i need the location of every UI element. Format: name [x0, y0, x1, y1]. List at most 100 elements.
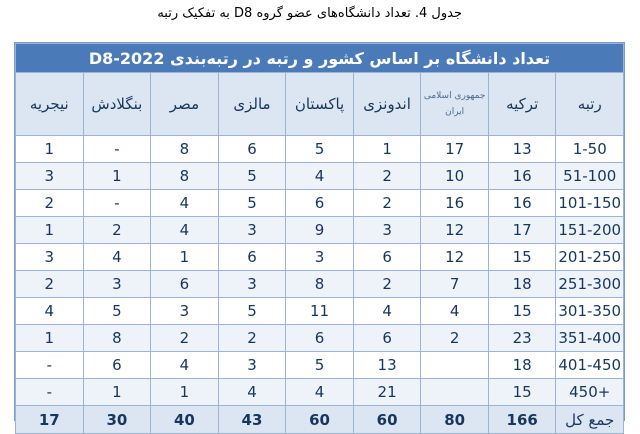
cell-turkey: 18	[487, 351, 557, 379]
cell-indonesia: 3	[352, 216, 422, 244]
cell-rank: 101-150	[555, 189, 624, 217]
header-nigeria: نیجریه	[15, 72, 84, 136]
cell-nigeria: 4	[15, 297, 84, 325]
total-nigeria: 17	[15, 405, 84, 434]
cell-egypt: 2	[150, 324, 219, 352]
cell-rank: 450+	[555, 378, 624, 406]
cell-iran: 12	[420, 243, 489, 271]
cell-iran	[420, 351, 489, 379]
cell-egypt: 4	[150, 189, 219, 217]
total-malaysia: 43	[217, 405, 287, 434]
cell-nigeria: 2	[15, 189, 84, 217]
cell-pakistan: 4	[285, 162, 354, 190]
cell-iran: 12	[420, 216, 489, 244]
cell-iran: 2	[420, 324, 489, 352]
cell-pakistan: 5	[285, 351, 354, 379]
total-label: جمع کل	[555, 405, 624, 434]
cell-bangladesh: 2	[82, 216, 152, 244]
cell-bangladesh: 1	[82, 162, 152, 190]
cell-indonesia: 6	[352, 243, 422, 271]
cell-nigeria: 2	[15, 270, 84, 298]
cell-nigeria: 1	[15, 135, 84, 163]
cell-malaysia: 5	[217, 162, 287, 190]
total-indonesia: 60	[352, 405, 422, 434]
cell-indonesia: 4	[352, 297, 422, 325]
cell-iran: 16	[420, 189, 489, 217]
table-row: 301-350 15 4 4 11 5 3 5 4	[15, 297, 624, 325]
header-turkey: ترکیه	[487, 72, 557, 136]
table-row: 351-400 23 2 6 6 2 2 8 1	[15, 324, 624, 352]
cell-rank: 351-400	[555, 324, 624, 352]
cell-pakistan: 9	[285, 216, 354, 244]
cell-indonesia: 13	[352, 351, 422, 379]
cell-malaysia: 6	[217, 243, 287, 271]
cell-egypt: 3	[150, 297, 219, 325]
table-title-code: D8-2022	[88, 48, 165, 68]
cell-turkey: 15	[487, 297, 557, 325]
cell-pakistan: 3	[285, 243, 354, 271]
cell-malaysia: 2	[217, 324, 287, 352]
cell-nigeria: -	[15, 378, 84, 406]
cell-indonesia: 2	[352, 189, 422, 217]
cell-iran: 10	[420, 162, 489, 190]
cell-nigeria: 1	[15, 216, 84, 244]
cell-pakistan: 6	[285, 189, 354, 217]
cell-rank: 1-50	[555, 135, 624, 163]
cell-egypt: 1	[150, 378, 219, 406]
total-bangladesh: 30	[82, 405, 152, 434]
cell-bangladesh: 1	[82, 378, 152, 406]
cell-turkey: 16	[487, 162, 557, 190]
table-caption: جدول 4. تعداد دانشگاه‌های عضو گروه D8 به…	[157, 6, 462, 21]
header-malaysia: مالزی	[217, 72, 287, 136]
cell-egypt: 4	[150, 216, 219, 244]
cell-indonesia: 6	[352, 324, 422, 352]
cell-indonesia: 21	[352, 378, 422, 406]
header-iran: جمهوری اسلامی ایران	[420, 72, 489, 136]
header-bangladesh: بنگلادش	[82, 72, 152, 136]
cell-pakistan: 11	[285, 297, 354, 325]
table-header-row: رتبه ترکیه جمهوری اسلامی ایران اندونزی پ…	[15, 72, 624, 136]
header-indonesia: اندونزی	[352, 72, 422, 136]
header-rank: رتبه	[555, 72, 624, 136]
cell-nigeria: -	[15, 351, 84, 379]
cell-iran: 4	[420, 297, 489, 325]
table-row: 201-250 15 12 6 3 6 1 4 3	[15, 243, 624, 271]
cell-iran: 17	[420, 135, 489, 163]
table-title-row: تعداد دانشگاه بر اساس کشور و رتبه در رتب…	[15, 43, 624, 73]
cell-rank: 301-350	[555, 297, 624, 325]
ranking-table: تعداد دانشگاه بر اساس کشور و رتبه در رتب…	[15, 43, 624, 434]
ranking-table-container: تعداد دانشگاه بر اساس کشور و رتبه در رتب…	[14, 42, 625, 434]
cell-bangladesh: 5	[82, 297, 152, 325]
cell-malaysia: 3	[217, 270, 287, 298]
cell-malaysia: 5	[217, 189, 287, 217]
table-title: تعداد دانشگاه بر اساس کشور و رتبه در رتب…	[15, 43, 624, 73]
table-row: 251-300 18 7 2 8 3 6 3 2	[15, 270, 624, 298]
cell-nigeria: 1	[15, 324, 84, 352]
cell-bangladesh: 6	[82, 351, 152, 379]
cell-pakistan: 6	[285, 324, 354, 352]
table-row: 401-450 18 13 5 3 4 6 -	[15, 351, 624, 379]
cell-turkey: 15	[487, 378, 557, 406]
cell-egypt: 8	[150, 135, 219, 163]
header-pakistan: پاکستان	[285, 72, 354, 136]
cell-nigeria: 3	[15, 162, 84, 190]
table-row: 101-150 16 16 2 6 5 4 - 2	[15, 189, 624, 217]
cell-turkey: 18	[487, 270, 557, 298]
cell-iran	[420, 378, 489, 406]
cell-turkey: 23	[487, 324, 557, 352]
cell-turkey: 15	[487, 243, 557, 271]
cell-rank: 151-200	[555, 216, 624, 244]
cell-bangladesh: 8	[82, 324, 152, 352]
cell-malaysia: 6	[217, 135, 287, 163]
cell-iran: 7	[420, 270, 489, 298]
cell-rank: 401-450	[555, 351, 624, 379]
cell-indonesia: 2	[352, 270, 422, 298]
total-turkey: 166	[487, 405, 557, 434]
cell-bangladesh: 3	[82, 270, 152, 298]
header-egypt: مصر	[150, 72, 219, 136]
table-row: 1-50 13 17 1 5 6 8 - 1	[15, 135, 624, 163]
table-row: 151-200 17 12 3 9 3 4 2 1	[15, 216, 624, 244]
cell-malaysia: 5	[217, 297, 287, 325]
cell-turkey: 16	[487, 189, 557, 217]
cell-bangladesh: -	[82, 189, 152, 217]
